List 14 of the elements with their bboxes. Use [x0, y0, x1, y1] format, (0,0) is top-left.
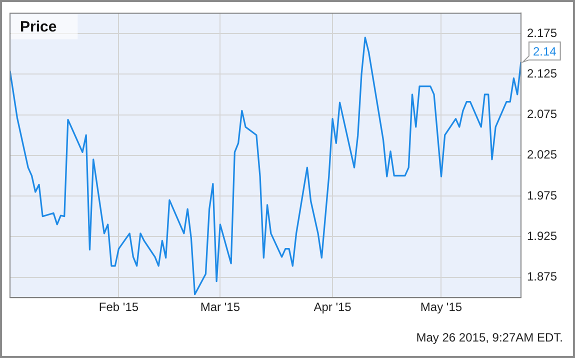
- x-tick-label: May '15: [420, 300, 462, 314]
- text: May 26 2015, 9:27AM EDT.: [416, 330, 563, 344]
- y-tick-label: 2.175: [526, 26, 558, 40]
- chart-title: Price: [20, 18, 57, 36]
- y-tick-label: 1.875: [526, 270, 558, 284]
- y-tick-label: 2.025: [526, 148, 558, 162]
- x-tick-label: Feb '15: [98, 300, 139, 314]
- x-tick-label: Mar '15: [200, 300, 240, 314]
- annotation: 2.14: [532, 44, 557, 58]
- x-tick-label: Apr '15: [314, 300, 352, 314]
- y-tick-label: 1.925: [526, 228, 558, 243]
- y-tick-label: 1.975: [526, 188, 558, 202]
- y-tick-label: 2.125: [526, 66, 558, 80]
- y-tick-label: 2.075: [526, 107, 558, 122]
